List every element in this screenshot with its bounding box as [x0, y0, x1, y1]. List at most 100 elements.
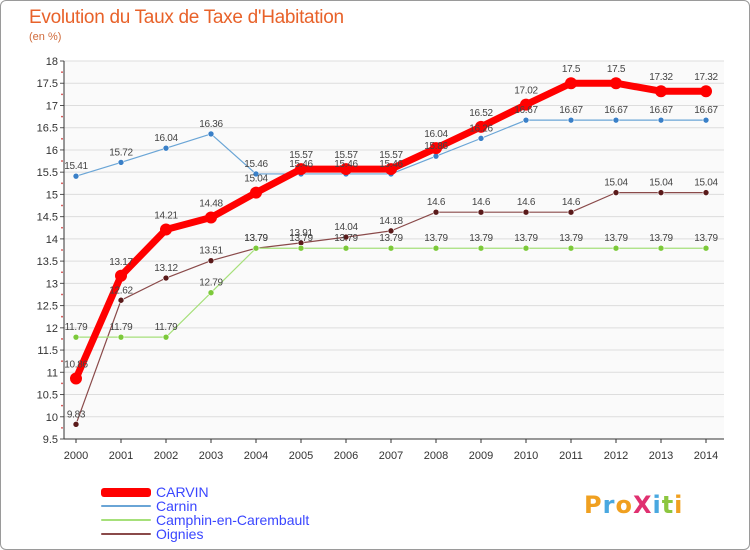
data-point-camphin-en-carembault [342, 244, 350, 252]
data-point-camphin-en-carembault [702, 244, 710, 252]
data-point-carvin [205, 211, 217, 224]
data-label-carnin: 15.46 [244, 159, 268, 170]
proxiti-logo: ProXiti [584, 491, 683, 519]
data-label-camphin-en-carembault: 13.79 [244, 233, 268, 244]
legend-item-camphin-en-carembault: Camphin-en-Carembault [101, 513, 309, 527]
data-label-camphin-en-carembault: 13.79 [649, 233, 673, 244]
data-point-carvin [520, 98, 532, 111]
data-point-camphin-en-carembault [612, 244, 620, 252]
y-tick-label: 11 [47, 367, 58, 379]
data-label-carnin: 15.86 [424, 141, 448, 152]
y-tick-label: 15.5 [37, 167, 58, 179]
data-point-camphin-en-carembault [72, 333, 80, 341]
data-label-carnin: 15.72 [109, 147, 133, 158]
data-label-carvin: 15.57 [334, 150, 358, 161]
data-point-carnin [657, 116, 665, 124]
data-label-camphin-en-carembault: 11.79 [110, 322, 134, 333]
data-point-camphin-en-carembault [207, 289, 215, 296]
data-point-carvin [610, 77, 622, 90]
data-label-oignies: 9.83 [67, 409, 86, 420]
data-point-oignies [387, 227, 395, 235]
data-point-oignies [522, 208, 530, 216]
data-label-carvin: 15.04 [244, 174, 268, 185]
data-label-carnin: 16.36 [199, 119, 223, 130]
legend-swatch [101, 519, 151, 521]
data-point-carnin [702, 116, 710, 124]
data-point-carvin [700, 85, 712, 98]
data-label-carvin: 16.04 [424, 129, 448, 140]
y-tick-label: 10 [46, 412, 58, 424]
y-minor-tick [61, 293, 63, 296]
x-tick-label: 2002 [154, 450, 178, 462]
x-tick-label: 2000 [64, 450, 88, 462]
data-point-camphin-en-carembault [567, 244, 575, 252]
data-label-oignies: 14.6 [562, 197, 581, 208]
data-point-camphin-en-carembault [387, 244, 395, 252]
y-minor-tick [61, 115, 63, 118]
y-tick-label: 15 [46, 189, 58, 201]
data-point-carnin [567, 116, 575, 124]
y-minor-tick [61, 93, 63, 96]
y-minor-tick [61, 360, 63, 363]
data-label-camphin-en-carembault: 12.79 [199, 278, 223, 289]
data-point-oignies [342, 233, 350, 241]
series-camphin-en-carembault [72, 244, 710, 341]
x-tick-label: 2012 [604, 450, 628, 462]
x-tick-label: 2013 [649, 450, 673, 462]
data-label-oignies: 13.51 [199, 246, 223, 257]
data-label-oignies: 14.18 [379, 216, 403, 227]
data-label-carnin: 15.46 [334, 159, 358, 170]
data-point-carnin [207, 130, 215, 138]
data-label-oignies: 14.04 [334, 222, 358, 233]
data-point-oignies [117, 296, 125, 304]
data-point-camphin-en-carembault [657, 244, 665, 252]
y-minor-tick [61, 271, 63, 274]
data-point-camphin-en-carembault [117, 333, 125, 341]
y-minor-tick [61, 426, 63, 429]
legend-label: Carnin [156, 498, 198, 514]
y-minor-tick [61, 204, 63, 207]
data-label-carvin: 17.02 [514, 86, 538, 97]
data-label-carvin: 14.21 [154, 211, 178, 222]
y-minor-tick [61, 226, 63, 229]
data-point-carvin [385, 163, 397, 176]
data-point-carvin [430, 142, 442, 155]
data-point-oignies [702, 189, 710, 196]
y-tick-label: 16 [46, 145, 58, 157]
data-label-carnin: 16.26 [469, 123, 493, 134]
data-label-carnin: 15.46 [379, 159, 403, 170]
x-tick-label: 2003 [199, 450, 223, 462]
y-tick-label: 16.5 [37, 123, 58, 135]
logo-letter: t [661, 491, 675, 519]
data-point-carvin [160, 223, 172, 236]
data-point-carnin [72, 172, 80, 180]
data-label-carvin: 16.52 [469, 108, 493, 119]
y-tick-label: 13 [46, 278, 58, 290]
data-label-oignies: 15.04 [604, 178, 628, 189]
data-point-carnin [117, 159, 125, 166]
data-point-carvin [295, 163, 307, 176]
y-tick-label: 12 [46, 323, 58, 335]
data-label-carvin: 17.32 [649, 72, 673, 83]
data-label-carvin: 10.86 [64, 360, 88, 371]
legend-item-carvin: CARVIN [101, 485, 309, 499]
data-label-carvin: 17.32 [694, 72, 718, 83]
data-label-oignies: 15.04 [649, 178, 673, 189]
y-tick-label: 10.5 [37, 390, 58, 402]
data-point-oignies [567, 208, 575, 216]
data-label-camphin-en-carembault: 11.79 [65, 322, 89, 333]
data-label-oignies: 13.91 [289, 228, 313, 239]
x-tick-label: 2010 [514, 450, 538, 462]
data-label-carnin: 16.67 [649, 105, 673, 116]
y-minor-tick [61, 404, 63, 407]
y-minor-tick [61, 382, 63, 385]
unit-label: (en %) [29, 31, 62, 43]
data-point-carvin [475, 120, 487, 133]
y-minor-tick [61, 160, 63, 162]
data-point-carvin [340, 163, 352, 176]
data-point-carnin [477, 135, 485, 142]
data-point-oignies [432, 208, 440, 216]
legend-item-oignies: Oignies [101, 527, 309, 541]
logo-letter: r [602, 491, 616, 519]
data-label-camphin-en-carembault: 13.79 [694, 233, 718, 244]
